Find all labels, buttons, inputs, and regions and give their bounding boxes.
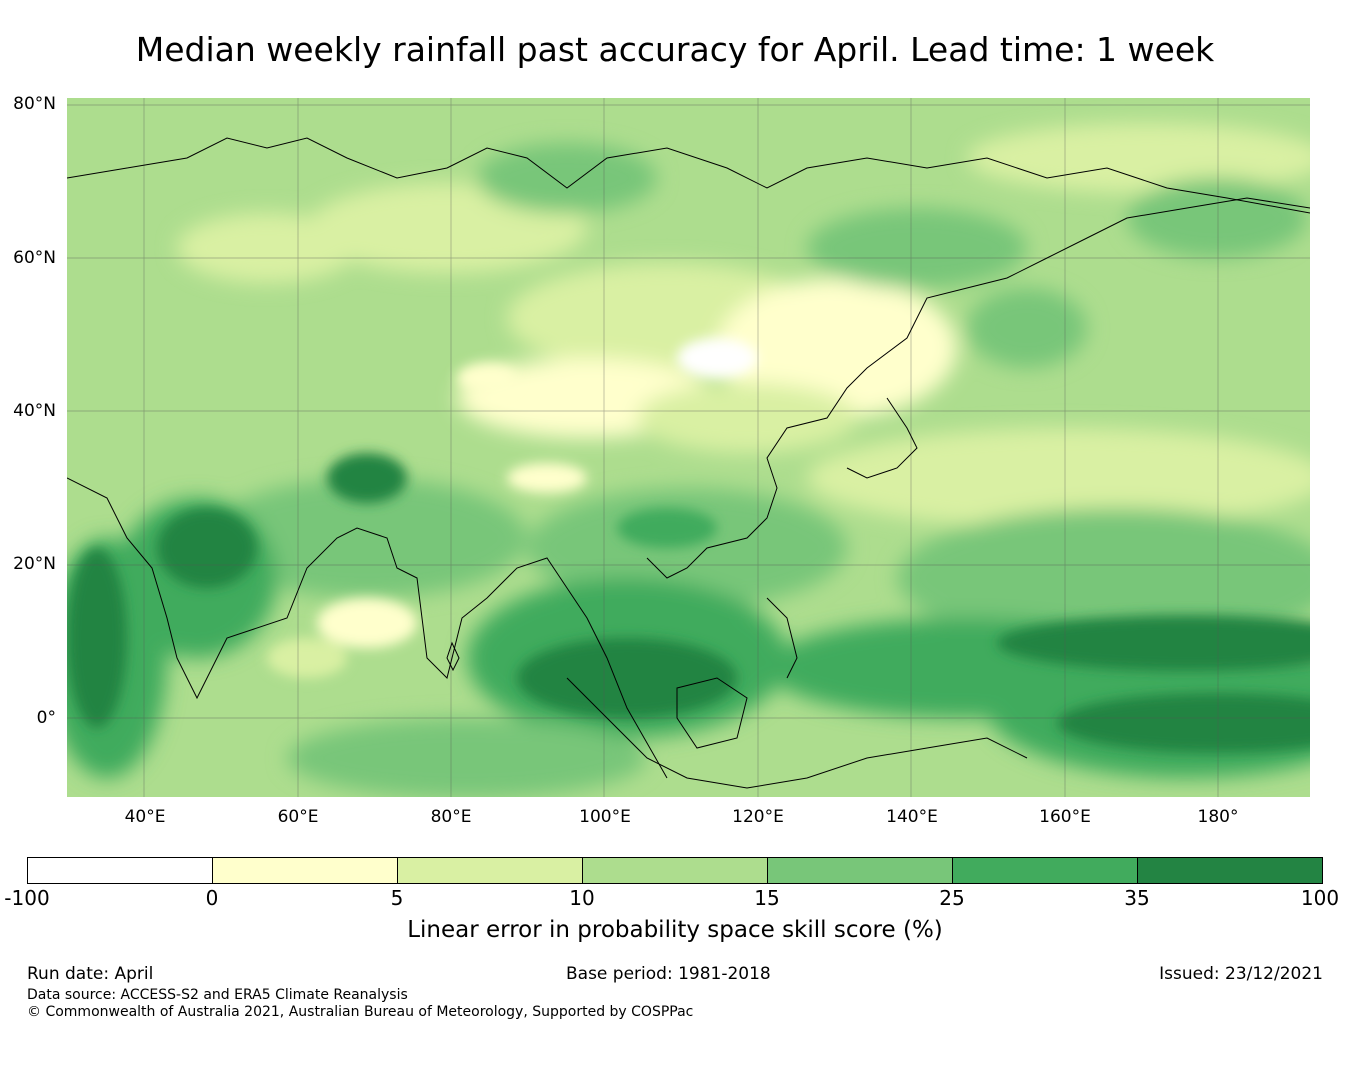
coastline-sri-lanka <box>446 641 460 672</box>
colorbar-tick: 5 <box>390 886 404 910</box>
lat-label-40n: 40°N <box>13 401 56 421</box>
lat-label-80n: 80°N <box>13 94 56 114</box>
issued-date: Issued: 23/12/2021 <box>1159 964 1323 984</box>
colorbar <box>27 857 1323 884</box>
colorbar-tick: 25 <box>939 886 965 910</box>
lon-label-60e: 60°E <box>277 807 319 827</box>
colorbar-segment <box>1138 858 1322 883</box>
colorbar-segment <box>398 858 583 883</box>
colorbar-segment <box>768 858 953 883</box>
base-period: Base period: 1981-2018 <box>566 964 771 984</box>
lon-label-120e: 120°E <box>732 807 784 827</box>
graticule <box>67 98 1310 797</box>
data-source: Data source: ACCESS-S2 and ERA5 Climate … <box>27 987 408 1003</box>
coastlines <box>67 137 1310 789</box>
coastline-philippines <box>766 597 798 679</box>
coastline-africa-arabia <box>67 477 668 779</box>
coastline-borneo <box>676 677 748 749</box>
lat-label-60n: 60°N <box>13 248 56 268</box>
lat-label-0: 0° <box>36 708 56 728</box>
coastline-southeast-asia <box>646 197 1310 579</box>
colorbar-tick: 0 <box>205 886 219 910</box>
colorbar-segment <box>583 858 768 883</box>
skill-patterns-fine <box>67 338 1310 753</box>
colorbar-segment <box>28 858 213 883</box>
map-title: Median weekly rainfall past accuracy for… <box>135 30 1215 69</box>
colorbar-tick: 10 <box>569 886 595 910</box>
skill-score-map <box>67 98 1310 797</box>
coastline-arctic <box>67 137 1310 214</box>
colorbar-tick: -100 <box>4 886 50 910</box>
map-canvas <box>67 98 1310 797</box>
lon-label-140e: 140°E <box>886 807 938 827</box>
colorbar-segment <box>213 858 398 883</box>
run-date: Run date: April <box>27 964 154 984</box>
lon-label-80e: 80°E <box>430 807 472 827</box>
colorbar-tick: 35 <box>1124 886 1150 910</box>
colorbar-tick: 15 <box>754 886 780 910</box>
skill-patterns-broad <box>67 123 1310 797</box>
lon-label-160e: 160°E <box>1039 807 1091 827</box>
lat-label-20n: 20°N <box>13 554 56 574</box>
coastline-indonesia <box>566 677 1028 789</box>
colorbar-tick: 100 <box>1300 886 1340 910</box>
lon-label-180: 180° <box>1197 807 1239 827</box>
lon-label-40e: 40°E <box>124 807 166 827</box>
lon-label-100e: 100°E <box>579 807 631 827</box>
colorbar-label: Linear error in probability space skill … <box>407 917 943 943</box>
copyright: © Commonwealth of Australia 2021, Austra… <box>27 1004 694 1020</box>
colorbar-segment <box>953 858 1138 883</box>
coastline-japan <box>846 397 918 479</box>
